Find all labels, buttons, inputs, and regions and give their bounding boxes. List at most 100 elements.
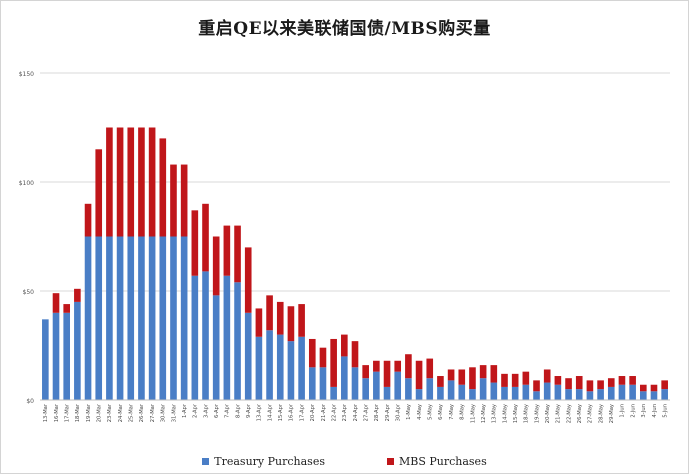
treasury-bar (319, 367, 327, 400)
treasury-bar (180, 236, 188, 400)
x-tick-label: 7-Apr (225, 403, 231, 418)
treasury-bar (212, 295, 220, 400)
treasury-bar (415, 389, 423, 400)
x-tick-label: 17-Apr (299, 403, 305, 421)
x-tick-label: 12-May (481, 404, 487, 423)
legend-swatch-treasury (202, 458, 210, 465)
mbs-bar (191, 210, 199, 276)
x-tick-label: 9-Apr (246, 403, 252, 418)
x-tick-label: 6-May (438, 404, 444, 420)
treasury-bar (138, 236, 145, 400)
mbs-bar (116, 127, 124, 237)
x-tick-label: 27-Mar (150, 403, 156, 422)
mbs-bar (362, 365, 369, 379)
x-tick-label: 31-Mar (171, 403, 177, 422)
treasury-bar (244, 312, 252, 400)
mbs-bar (287, 306, 295, 342)
treasury-bar (426, 378, 434, 400)
x-tick-label: 1-Jun (620, 404, 626, 418)
mbs-bar (74, 288, 81, 302)
treasury-bar (607, 386, 615, 400)
x-tick-label: 3-Apr (203, 403, 209, 418)
x-tick-label: 7-May (449, 404, 455, 420)
treasury-bar (234, 282, 241, 400)
mbs-bar (554, 376, 562, 385)
treasury-bar (618, 384, 626, 400)
mbs-bar (543, 369, 551, 383)
x-tick-label: 13-May (492, 404, 498, 423)
mbs-bar (394, 360, 402, 372)
x-tick-label: 5-May (428, 404, 434, 420)
treasury-bar (629, 384, 636, 400)
mbs-bar (106, 127, 113, 237)
x-tick-label: 20-May (545, 404, 551, 423)
treasury-bar (373, 371, 380, 400)
mbs-bar (63, 304, 71, 313)
x-tick-label: 2-Apr (193, 403, 199, 418)
x-tick-label: 21-May (556, 404, 562, 423)
treasury-bar (437, 386, 444, 400)
mbs-bar (244, 247, 252, 313)
mbs-bar (351, 341, 359, 368)
mbs-bar (170, 164, 177, 237)
treasury-bar (202, 271, 209, 400)
mbs-bar (202, 203, 209, 272)
mbs-bar (415, 360, 423, 390)
treasury-bar (330, 386, 337, 400)
treasury-bar (490, 382, 498, 400)
treasury-bar (650, 391, 658, 400)
mbs-bar (84, 203, 92, 237)
treasury-bar (447, 380, 455, 400)
mbs-bar (319, 347, 327, 368)
mbs-bar (52, 293, 60, 313)
treasury-bar (159, 236, 167, 400)
x-tick-label: 24-Apr (353, 403, 359, 421)
y-axis: $0 $50 $100 $150 (19, 71, 34, 405)
mbs-bar (639, 384, 647, 392)
x-tick-label: 22-Apr (331, 403, 337, 421)
x-tick-label: 23-Apr (342, 403, 348, 421)
treasury-bar (575, 389, 583, 400)
treasury-bar (661, 389, 668, 400)
x-tick-label: 28-May (598, 404, 604, 423)
x-tick-label: 29-May (609, 404, 615, 423)
treasury-bar (405, 378, 412, 400)
x-tick-label: 16-Mar (54, 403, 60, 422)
x-tick-label: 15-Apr (278, 403, 284, 421)
treasury-bar (148, 236, 156, 400)
x-tick-label: 11-May (470, 404, 476, 423)
x-tick-label: 26-Mar (139, 403, 145, 422)
x-tick-label: 26-May (577, 404, 583, 423)
treasury-bar (479, 378, 487, 400)
legend-label-treasury: Treasury Purchases (214, 455, 325, 468)
x-tick-label: 18-Mar (75, 403, 81, 422)
bars (42, 127, 668, 400)
x-tick-label: 27-May (588, 404, 594, 423)
legend-swatch-mbs (386, 458, 394, 465)
treasury-bar (170, 236, 177, 400)
treasury-bar (266, 330, 273, 400)
mbs-bar (618, 376, 626, 385)
x-tick-label: 13-Mar (43, 403, 49, 422)
treasury-bar (554, 384, 562, 400)
mbs-bar (148, 127, 156, 237)
mbs-bar (341, 334, 348, 357)
x-tick-label: 8-Apr (235, 403, 241, 418)
treasury-bar (63, 312, 71, 400)
legend-item-mbs: MBS Purchases (386, 455, 487, 468)
x-tick-label: 15-May (513, 404, 519, 423)
x-tick-label: 16-Apr (289, 403, 295, 421)
mbs-bar (661, 380, 668, 390)
treasury-bar (287, 341, 295, 400)
mbs-bar (276, 301, 284, 335)
treasury-bar (276, 334, 284, 400)
mbs-bar (650, 384, 658, 392)
mbs-bar (180, 164, 188, 237)
x-axis: 13-Mar 16-Mar 17-Mar 18-Mar 19-Mar 20-Mar 23-M… (40, 399, 670, 423)
x-tick-label: 30-Mar (161, 403, 167, 422)
x-tick-label: 24-Mar (118, 403, 124, 422)
mbs-bar (405, 354, 412, 379)
mbs-bar (234, 225, 241, 283)
x-tick-label: 29-Apr (385, 403, 391, 421)
